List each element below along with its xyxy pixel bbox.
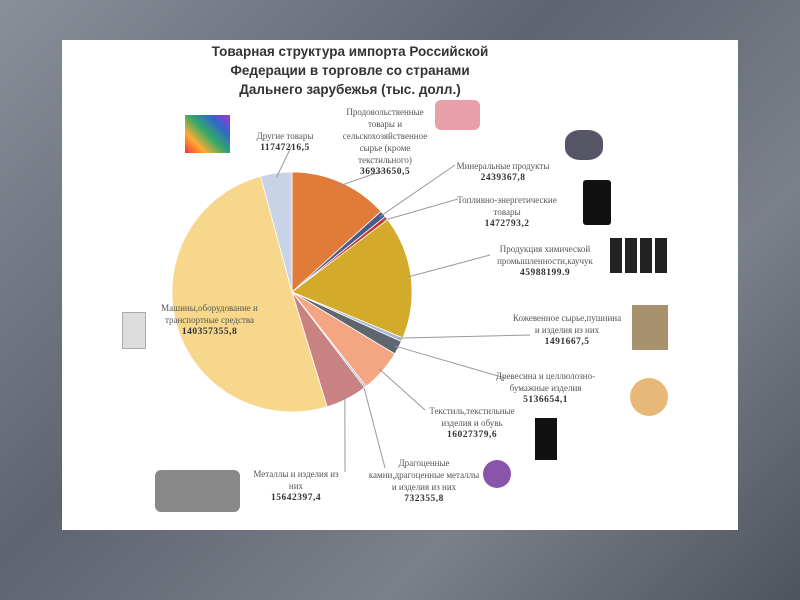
label-mineral: Минеральные продукты 2439367,8	[456, 161, 550, 183]
label-wood: Древесина и целлюлозно-бумажные изделия 5…	[495, 371, 596, 405]
leader-line	[398, 334, 531, 339]
oil-barrel-icon	[583, 180, 611, 225]
label-leather: Кожевенное сырье,пушнина и изделия из ни…	[512, 313, 622, 347]
leader-line	[276, 144, 293, 178]
leader-line	[362, 383, 386, 469]
label-fuel: Топливно-энергетические товары 1472793,2	[457, 195, 557, 229]
label-food: Продовольственные товары и сельскохозяйс…	[342, 107, 428, 177]
mineral-rock-icon	[565, 130, 603, 160]
label-machinery: Машины,оборудование и транспортные средс…	[161, 303, 258, 337]
leader-line	[378, 368, 426, 411]
wood-log-icon	[630, 378, 668, 416]
pie-slice	[291, 171, 382, 293]
chart-title: Товарная структура импорта Российской Фе…	[211, 44, 489, 97]
leader-line	[338, 169, 386, 187]
leader-line	[379, 164, 456, 217]
textile-samples-icon	[185, 115, 230, 153]
label-metals: Металлы и изделия из них 15642397,4	[253, 469, 339, 503]
circuit-breaker-icon	[122, 312, 146, 349]
leader-line	[394, 345, 506, 379]
gem-icon	[483, 460, 511, 488]
label-textile: Текстиль,текстильные изделия и обувь 1602…	[429, 406, 515, 440]
leader-line	[406, 254, 491, 278]
label-other: Другие товары 11747216,5	[256, 131, 314, 153]
metal-ingot-icon	[155, 470, 240, 512]
chemical-bottles-icon	[610, 238, 668, 273]
pie-slice	[291, 219, 413, 339]
label-precious: Драгоценные камни,драгоценные металлы и …	[368, 458, 480, 504]
pie-slice	[260, 171, 293, 293]
meat-icon	[435, 100, 480, 130]
leader-line	[383, 198, 459, 221]
label-chemical: Продукция химической промышленности,кауч…	[497, 244, 593, 278]
fur-coat-icon	[632, 305, 668, 350]
boot-icon	[535, 418, 557, 460]
pie-slice	[171, 175, 328, 413]
